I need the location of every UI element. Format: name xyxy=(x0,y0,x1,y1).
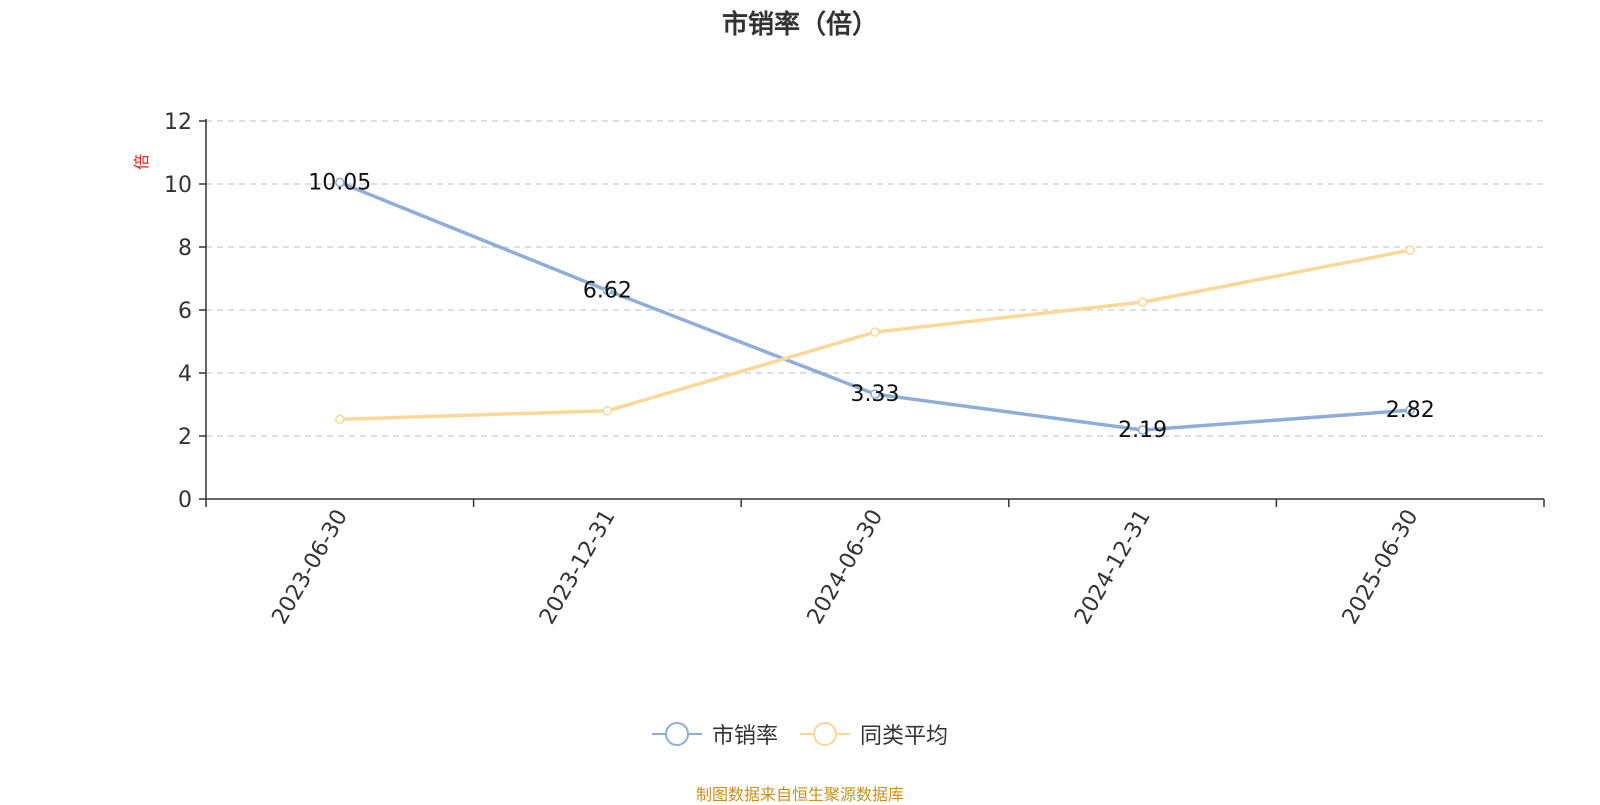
series-2-point-0 xyxy=(335,414,345,425)
series-2-point-1 xyxy=(602,406,613,416)
series-1-data-label-4: 2.82 xyxy=(1386,398,1435,423)
x-tick-label-3: 2024-12-31 xyxy=(1070,506,1156,629)
data-source-footer: 制图数据来自恒生聚源数据库 xyxy=(695,785,904,804)
legend-item-series-2[interactable]: 同类平均 xyxy=(800,718,948,750)
series-1-data-label-1: 6.62 xyxy=(583,278,632,303)
x-tick-label-4: 2025-06-30 xyxy=(1338,506,1424,629)
series-2-point-4 xyxy=(1405,245,1415,255)
y-tick-label-2: 4 xyxy=(178,362,192,387)
y-tick-label-1: 2 xyxy=(178,425,192,450)
series-1-point-0 xyxy=(335,177,345,188)
series-1-point-3 xyxy=(1137,425,1148,435)
series-1-point-1 xyxy=(602,285,613,296)
series-1-point-4 xyxy=(1405,405,1415,415)
y-axis-label: 倍 xyxy=(132,154,151,170)
x-tick-label-1: 2023-12-31 xyxy=(535,506,621,629)
legend-marker-series-2 xyxy=(800,722,850,746)
y-tick-label-0: 0 xyxy=(178,488,192,513)
x-tick-label-0: 2023-06-30 xyxy=(267,506,353,629)
series-1-data-label-2: 3.33 xyxy=(851,382,900,407)
series-1-point-2 xyxy=(870,389,880,399)
legend-label-series-1: 市销率 xyxy=(711,724,778,749)
chart-title: 市销率（倍） xyxy=(721,10,878,40)
line-chart: 0 2 4 6 8 10 12 倍 2023-06-30 2023-12-31 2024-06-30… xyxy=(132,110,1545,629)
legend-marker-series-1 xyxy=(651,722,702,746)
series-2-point-3 xyxy=(1137,297,1148,307)
legend-item-series-1[interactable]: 市销率 xyxy=(651,718,778,750)
series-1-data-label-3: 2.19 xyxy=(1118,418,1167,443)
series-2-point-2 xyxy=(870,327,880,337)
y-tick-label-3: 6 xyxy=(178,299,192,324)
y-tick-label-5: 10 xyxy=(164,173,192,198)
x-tick-label-2: 2024-06-30 xyxy=(803,506,889,629)
legend: 市销率 同类平均 xyxy=(0,718,1600,750)
series-1-data-label-0: 10.05 xyxy=(308,170,371,195)
legend-label-series-2: 同类平均 xyxy=(860,724,949,749)
y-tick-label-6: 12 xyxy=(164,110,192,135)
y-tick-label-4: 8 xyxy=(178,236,192,261)
